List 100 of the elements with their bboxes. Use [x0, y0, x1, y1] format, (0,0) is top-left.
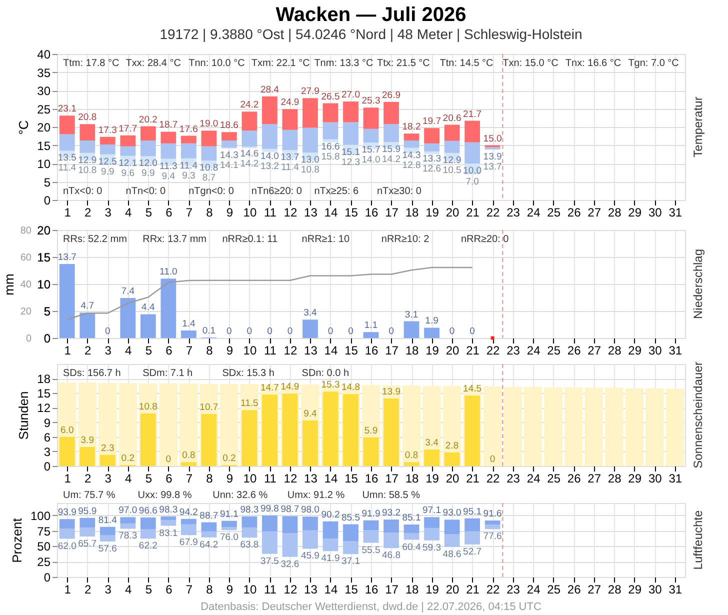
y-tick-label: 15: [37, 386, 51, 401]
y-tick-label: 15: [37, 138, 51, 153]
data-label: 4.4: [142, 302, 155, 314]
y-tick-label: 40: [37, 48, 51, 62]
annotation: nTx≥25: 6: [314, 186, 360, 197]
x-tick-label: 9: [226, 344, 234, 358]
x-tick-label: 4: [125, 472, 132, 486]
data-label: 8.7: [202, 172, 216, 184]
data-label: 0.8: [182, 450, 196, 462]
x-tick-label: 3: [104, 206, 112, 220]
data-label: 12.9: [442, 154, 462, 166]
x-tick-label: 3: [104, 344, 112, 358]
data-label: 0: [348, 326, 354, 337]
y2-tick-label: 20: [20, 306, 32, 318]
y-tick-label: 50: [37, 540, 51, 554]
data-label: 9.3: [182, 170, 196, 182]
x-tick-label: 30: [648, 472, 662, 486]
y-tick-label: 3: [44, 444, 51, 459]
x-tick-label: 4: [125, 582, 132, 596]
x-tick-label: 28: [608, 344, 622, 358]
x-tick-label: 12: [284, 472, 298, 486]
data-label: 45.9: [300, 550, 320, 562]
data-label: 14.7: [260, 382, 279, 394]
data-label: 0: [104, 326, 110, 337]
data-label: 65.7: [78, 538, 97, 550]
x-tick-label: 23: [506, 206, 520, 220]
data-label: 2.8: [445, 440, 459, 452]
data-label: 77.6: [483, 531, 502, 542]
data-label: 24.2: [240, 100, 259, 111]
x-tick-label: 26: [567, 582, 582, 596]
data-label: 14.3: [220, 150, 238, 161]
data-label: 55.5: [362, 544, 380, 556]
data-label: 91.9: [362, 508, 380, 520]
x-tick-label: 28: [608, 472, 622, 486]
data-label: 91.6: [483, 508, 502, 520]
x-tick-label: 22: [486, 472, 500, 486]
data-label: 14.0: [260, 150, 279, 162]
x-tick-label: 17: [385, 344, 399, 358]
y-tick-label: 5: [44, 175, 51, 190]
data-label: 18.6: [220, 120, 238, 132]
data-label: 14.6: [240, 148, 259, 160]
x-tick-label: 9: [226, 582, 234, 596]
x-tick-label: 25: [547, 344, 561, 358]
data-label: 0: [490, 454, 496, 465]
data-label: 13.7: [58, 252, 76, 264]
data-label: 0.8: [404, 450, 418, 462]
x-tick-label: 19: [426, 472, 440, 486]
y-axis-title: Stunden: [16, 391, 32, 440]
data-label: 10.5: [442, 164, 462, 176]
data-label: 13.9: [382, 386, 401, 398]
data-label: 14.1: [220, 160, 238, 171]
x-tick-label: 16: [364, 472, 378, 486]
data-label: 27.0: [341, 89, 360, 100]
data-label: 13.7: [483, 161, 502, 172]
x-tick-label: 9: [226, 206, 234, 220]
x-tick-label: 13: [304, 206, 318, 220]
data-label: 17.7: [118, 123, 138, 134]
y2-axis-title: Luftfeuchte: [691, 510, 705, 570]
data-label: 17.6: [179, 124, 198, 135]
x-tick-label: 25: [547, 206, 561, 220]
data-label: 11.4: [180, 160, 198, 172]
x-tick-label: 14: [324, 344, 338, 358]
annotation: Txx: 28.4 °C: [126, 58, 181, 69]
x-tick-label: 22: [486, 344, 500, 358]
data-label: 15.1: [341, 146, 360, 158]
x-tick-label: 12: [284, 582, 298, 596]
data-label: 20.2: [138, 114, 158, 126]
data-label: 0.1: [202, 325, 216, 336]
x-tick-label: 2: [84, 344, 92, 358]
x-tick-label: 26: [567, 472, 582, 486]
x-tick-label: 30: [648, 582, 662, 596]
data-label: 96.6: [138, 505, 158, 516]
x-tick-label: 18: [405, 344, 420, 358]
data-label: 78.3: [118, 530, 138, 542]
x-tick-label: 13: [304, 582, 318, 596]
x-tick-label: 15: [344, 344, 358, 358]
y-tick-label: 0: [44, 460, 51, 474]
data-label: 98.0: [300, 504, 320, 516]
x-tick-label: 20: [446, 582, 460, 596]
data-label: 12.9: [78, 154, 97, 166]
data-label: 1.9: [425, 316, 438, 327]
x-tick-label: 24: [526, 206, 541, 220]
annotation: Tnm: 13.3 °C: [314, 58, 374, 69]
annotation: Txm: 22.1 °C: [251, 58, 310, 69]
data-label: 7.4: [121, 286, 135, 298]
x-tick-label: 20: [446, 206, 460, 220]
data-label: 26.9: [382, 90, 401, 101]
data-label: 0: [267, 326, 272, 337]
data-label: 18.7: [159, 120, 178, 131]
x-tick-label: 15: [344, 582, 358, 596]
data-label: 13.7: [280, 152, 300, 163]
x-tick-label: 10: [243, 472, 257, 486]
y2-axis-title: Sonnenscheindauer: [691, 362, 705, 468]
x-tick-label: 10: [243, 206, 257, 220]
x-tick-label: 24: [526, 344, 541, 358]
data-label: 14.8: [341, 382, 360, 394]
data-label: 28.4: [260, 84, 279, 96]
y2-tick-label: 40: [20, 280, 32, 290]
data-label: 1.1: [364, 320, 378, 332]
x-tick-label: 1: [64, 206, 72, 220]
